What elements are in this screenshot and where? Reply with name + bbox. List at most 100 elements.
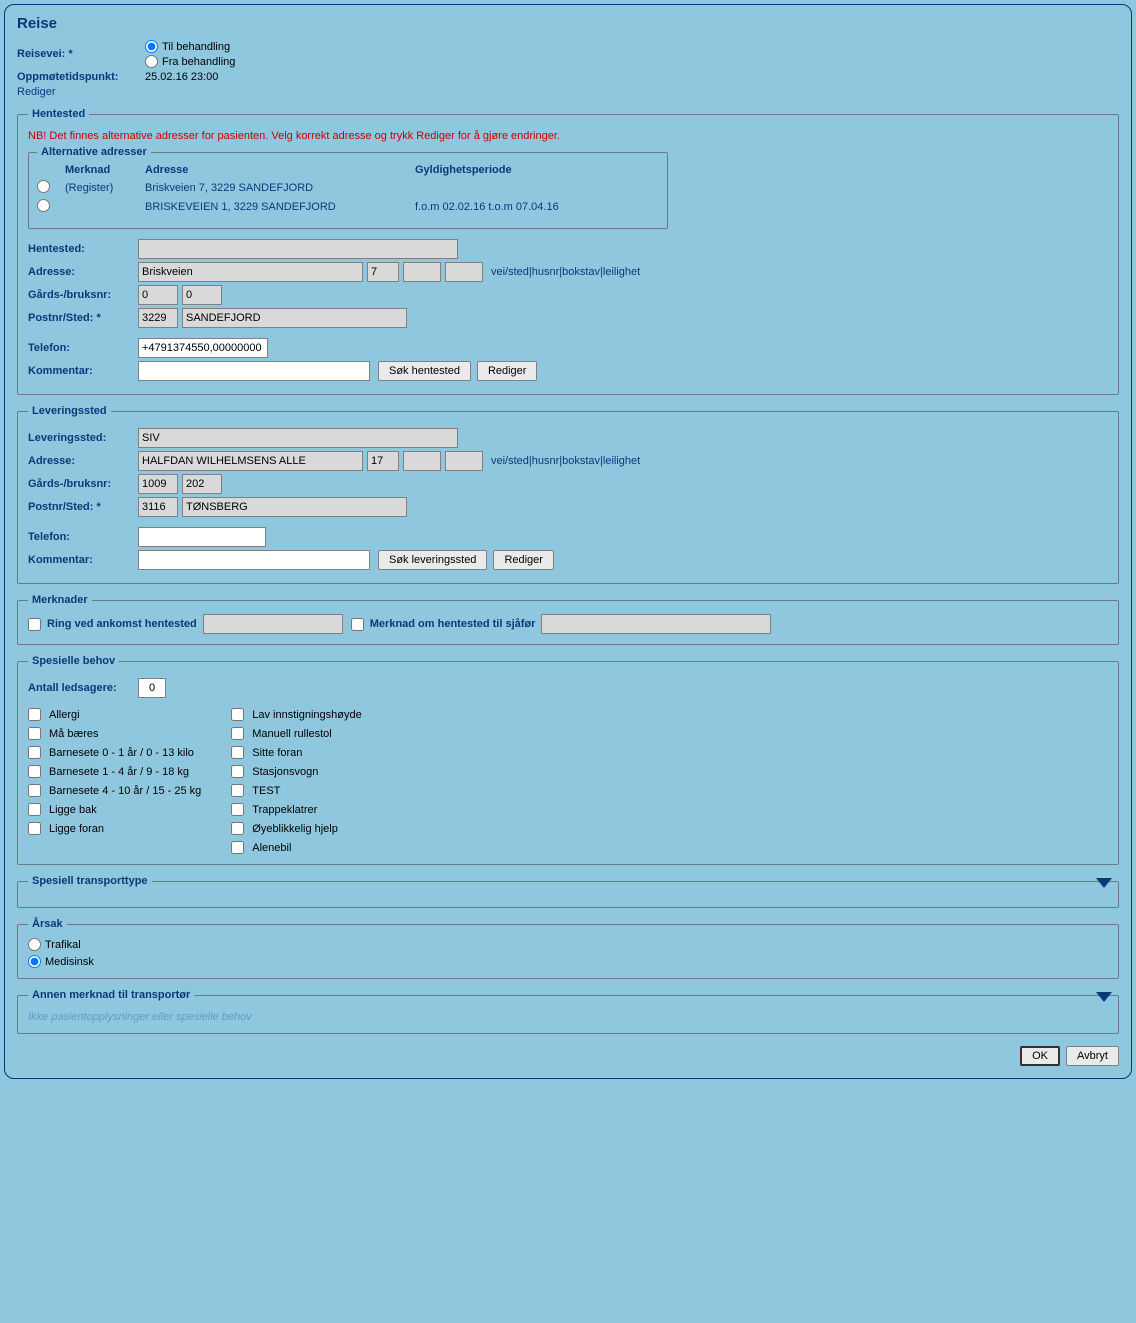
hentested-telefon[interactable] [138,338,268,358]
behov-checkbox[interactable] [28,708,41,721]
hentested-gards1[interactable] [138,285,178,305]
hentested-name-input[interactable] [138,239,458,259]
behov-checkbox[interactable] [28,822,41,835]
annen-merknad-legend: Annen merknad til transportør [28,989,194,1001]
leveringssted-kommentar[interactable] [138,550,370,570]
behov-item[interactable]: Barnesete 4 - 10 år / 15 - 25 kg [28,784,201,797]
behov-checkbox[interactable] [231,765,244,778]
hentested-adresse-street[interactable] [138,262,363,282]
behov-item-label: Barnesete 0 - 1 år / 0 - 13 kilo [49,747,194,759]
ring-ankomst-label: Ring ved ankomst hentested [47,618,197,630]
behov-item-label: Må bæres [49,728,99,740]
reisevei-til-radio[interactable] [145,40,158,53]
leveringssted-telefon[interactable] [138,527,266,547]
behov-item[interactable]: TEST [231,784,361,797]
expand-icon[interactable] [1096,991,1112,1003]
behov-item[interactable]: Må bæres [28,727,201,740]
ring-ankomst-input[interactable] [203,614,343,634]
hentested-telefon-label: Telefon: [28,342,138,354]
leveringssted-gards1[interactable] [138,474,178,494]
behov-checkbox[interactable] [231,708,244,721]
sok-leveringssted-button[interactable]: Søk leveringssted [378,550,487,570]
reisevei-til-label: Til behandling [162,41,230,53]
avbryt-button[interactable]: Avbryt [1066,1046,1119,1066]
behov-col1: Allergi Må bæres Barnesete 0 - 1 år / 0 - … [28,708,201,854]
leveringssted-adresse-bokstav[interactable] [403,451,441,471]
arsak-trafikal-radio[interactable] [28,938,41,951]
behov-item[interactable]: Sitte foran [231,746,361,759]
behov-checkbox[interactable] [231,746,244,759]
behov-checkbox[interactable] [28,784,41,797]
reisevei-fra[interactable]: Fra behandling [145,55,235,68]
behov-item[interactable]: Øyeblikkelig hjelp [231,822,361,835]
alt-addr-radio-1[interactable] [37,199,50,212]
merknad-sjafor-input[interactable] [541,614,771,634]
leveringssted-poststed[interactable] [182,497,407,517]
leveringssted-fieldset: Leveringssted Leveringssted: Adresse: ve… [17,405,1119,584]
behov-item[interactable]: Trappeklatrer [231,803,361,816]
leveringssted-gards-label: Gårds-/bruksnr: [28,478,138,490]
hentested-postnr[interactable] [138,308,178,328]
behov-item[interactable]: Allergi [28,708,201,721]
reisevei-til[interactable]: Til behandling [145,40,235,53]
oppmote-label: Oppmøtetidspunkt: [17,71,145,83]
behov-checkbox[interactable] [231,803,244,816]
annen-merknad-fieldset: Annen merknad til transportør Ikke pasie… [17,989,1119,1034]
page-title: Reise [17,15,1119,32]
behov-checkbox[interactable] [28,803,41,816]
hentested-kommentar[interactable] [138,361,370,381]
behov-checkbox[interactable] [28,765,41,778]
sok-hentested-button[interactable]: Søk hentested [378,361,471,381]
behov-item[interactable]: Manuell rullestol [231,727,361,740]
ok-button[interactable]: OK [1020,1046,1060,1066]
behov-item[interactable]: Ligge bak [28,803,201,816]
behov-item-label: Manuell rullestol [252,728,331,740]
leveringssted-adresse-nr[interactable] [367,451,399,471]
merknader-legend: Merknader [28,594,92,606]
arsak-medisinsk[interactable]: Medisinsk [28,955,1108,968]
hentested-kommentar-label: Kommentar: [28,365,138,377]
behov-checkbox[interactable] [28,727,41,740]
behov-item[interactable]: Barnesete 1 - 4 år / 9 - 18 kg [28,765,201,778]
arsak-medisinsk-radio[interactable] [28,955,41,968]
ledsagere-label: Antall ledsagere: [28,682,138,694]
behov-item[interactable]: Barnesete 0 - 1 år / 0 - 13 kilo [28,746,201,759]
ledsagere-input[interactable] [138,678,166,698]
rediger-hentested-button[interactable]: Rediger [477,361,538,381]
behov-item[interactable]: Lav innstigningshøyde [231,708,361,721]
leveringssted-adresse-street[interactable] [138,451,363,471]
leveringssted-name-input[interactable] [138,428,458,448]
rediger-leveringssted-button[interactable]: Rediger [493,550,554,570]
reise-panel: Reise Reisevei: * Til behandling Fra beh… [4,4,1132,1079]
alt-merk-0: (Register) [65,182,145,194]
leveringssted-adresse-leil[interactable] [445,451,483,471]
hentested-poststed[interactable] [182,308,407,328]
behov-item[interactable]: Ligge foran [28,822,201,835]
alt-addr-0: Briskveien 7, 3229 SANDEFJORD [145,182,415,194]
behov-item-label: Alenebil [252,842,291,854]
hentested-gards2[interactable] [182,285,222,305]
behov-item[interactable]: Alenebil [231,841,361,854]
behov-checkbox[interactable] [231,784,244,797]
leveringssted-postnr[interactable] [138,497,178,517]
behov-item-label: Øyeblikkelig hjelp [252,823,338,835]
hentested-adresse-leil[interactable] [445,262,483,282]
behov-fieldset: Spesielle behov Antall ledsagere: Allerg… [17,655,1119,865]
hentested-adresse-nr[interactable] [367,262,399,282]
reisevei-fra-radio[interactable] [145,55,158,68]
merknad-sjafor-checkbox[interactable] [351,618,364,631]
ring-ankomst-checkbox[interactable] [28,618,41,631]
behov-checkbox[interactable] [231,841,244,854]
expand-icon[interactable] [1096,877,1112,889]
alt-addr-1: BRISKEVEIEN 1, 3229 SANDEFJORD [145,201,415,213]
rediger-link[interactable]: Rediger [17,86,56,98]
behov-checkbox[interactable] [28,746,41,759]
alt-addr-radio-0[interactable] [37,180,50,193]
behov-checkbox[interactable] [231,822,244,835]
behov-checkbox[interactable] [231,727,244,740]
arsak-trafikal[interactable]: Trafikal [28,938,1108,951]
leveringssted-gards2[interactable] [182,474,222,494]
hentested-adresse-bokstav[interactable] [403,262,441,282]
behov-item[interactable]: Stasjonsvogn [231,765,361,778]
oppmote-value: 25.02.16 23:00 [145,71,218,83]
